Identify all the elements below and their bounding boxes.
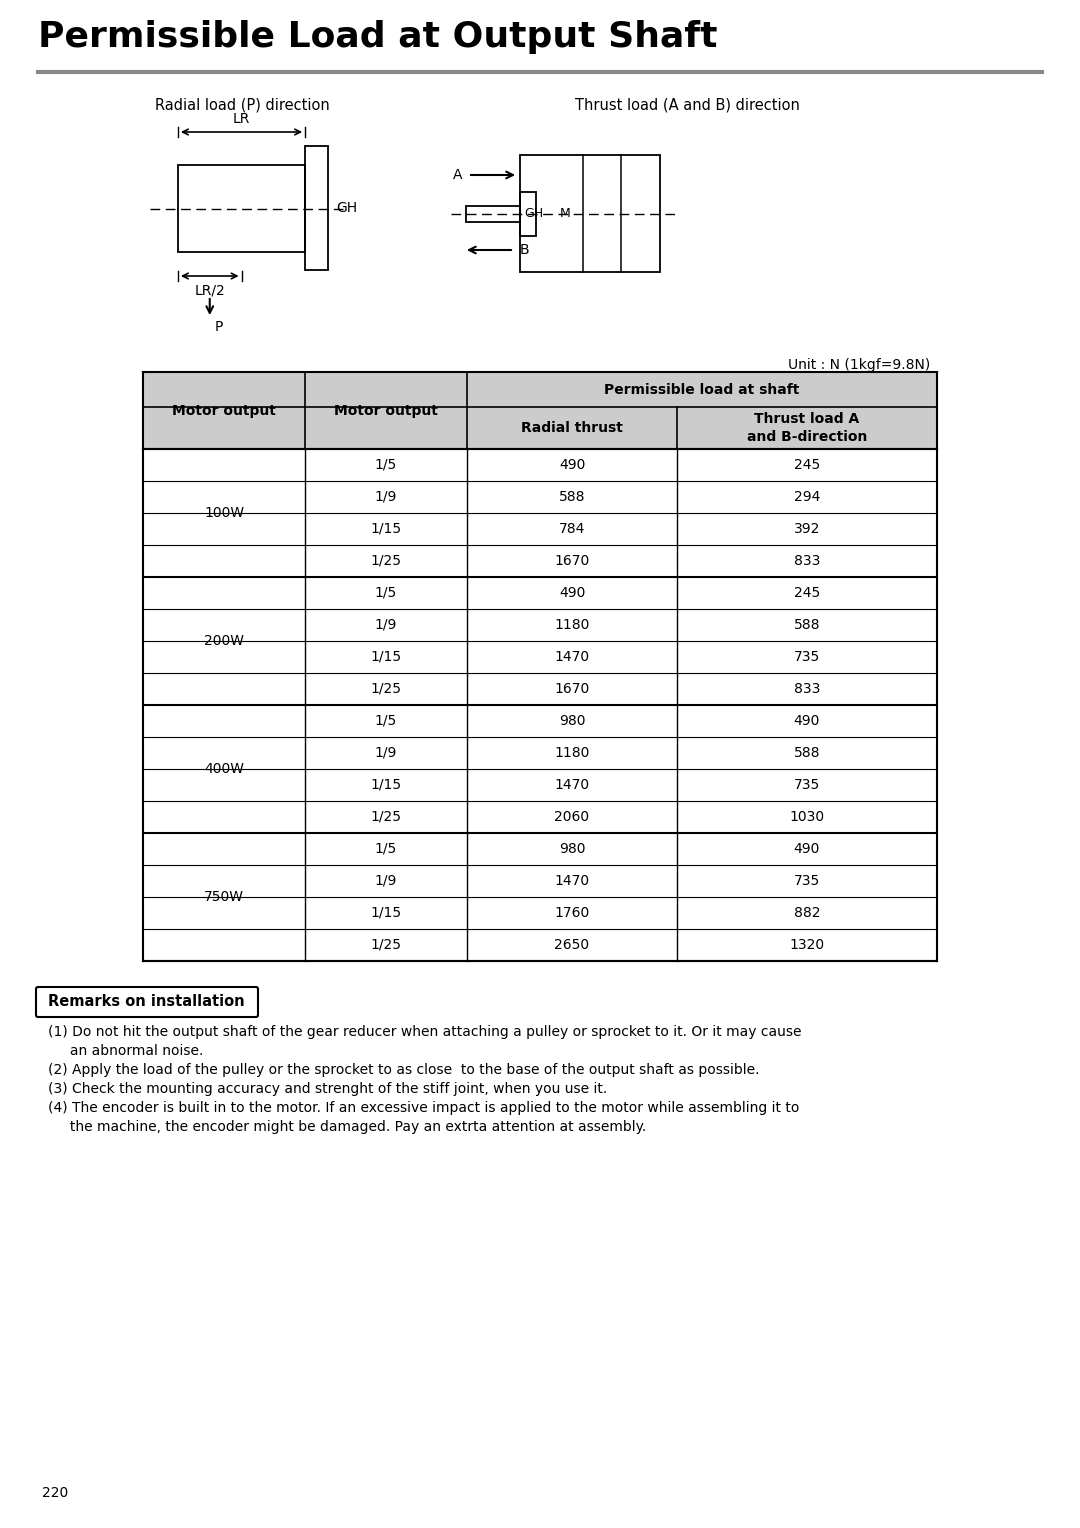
Text: 1470: 1470 <box>554 649 590 665</box>
Text: 490: 490 <box>558 458 585 472</box>
Text: 400W: 400W <box>204 762 244 776</box>
Text: P: P <box>215 319 224 335</box>
Text: 735: 735 <box>794 778 820 792</box>
Text: Thrust load A
and B-direction: Thrust load A and B-direction <box>746 413 867 443</box>
Text: Unit : N (1kgf=9.8N): Unit : N (1kgf=9.8N) <box>787 358 930 371</box>
Text: 735: 735 <box>794 874 820 888</box>
Text: (2) Apply the load of the pulley or the sprocket to as close  to the base of the: (2) Apply the load of the pulley or the … <box>48 1063 759 1077</box>
Text: Remarks on installation: Remarks on installation <box>48 995 245 1010</box>
Text: 1/15: 1/15 <box>370 778 402 792</box>
Text: 1/15: 1/15 <box>370 523 402 536</box>
Text: 1/5: 1/5 <box>375 587 397 601</box>
Text: 588: 588 <box>794 617 820 633</box>
Text: B: B <box>519 243 529 257</box>
Text: 1/15: 1/15 <box>370 649 402 665</box>
Text: (4) The encoder is built in to the motor. If an excessive impact is applied to t: (4) The encoder is built in to the motor… <box>48 1102 799 1115</box>
Text: an abnormal noise.: an abnormal noise. <box>48 1044 203 1057</box>
Text: 750W: 750W <box>204 889 244 905</box>
Text: 1/25: 1/25 <box>370 555 402 568</box>
Text: 245: 245 <box>794 458 820 472</box>
Text: 1/9: 1/9 <box>375 746 397 759</box>
Bar <box>519 191 536 235</box>
Text: 220: 220 <box>42 1487 68 1500</box>
Text: Radial load (P) direction: Radial load (P) direction <box>154 98 329 113</box>
Text: LR/2: LR/2 <box>194 283 225 296</box>
Text: Permissible Load at Output Shaft: Permissible Load at Output Shaft <box>38 20 717 53</box>
Text: 294: 294 <box>794 490 820 504</box>
Bar <box>305 147 328 270</box>
Text: 1320: 1320 <box>789 938 824 952</box>
Text: 1/5: 1/5 <box>375 842 397 856</box>
Text: 490: 490 <box>558 587 585 601</box>
Text: 980: 980 <box>558 714 585 727</box>
Text: 490: 490 <box>794 714 820 727</box>
Text: 1470: 1470 <box>554 778 590 792</box>
Text: (3) Check the mounting accuracy and strenght of the stiff joint, when you use it: (3) Check the mounting accuracy and stre… <box>48 1082 607 1096</box>
Bar <box>465 205 519 222</box>
Text: LR: LR <box>233 112 251 125</box>
Text: 588: 588 <box>794 746 820 759</box>
Text: 2060: 2060 <box>554 810 590 824</box>
Text: 1/25: 1/25 <box>370 810 402 824</box>
Text: 2650: 2650 <box>554 938 590 952</box>
Text: 833: 833 <box>794 555 820 568</box>
Text: 1670: 1670 <box>554 681 590 695</box>
Text: 100W: 100W <box>204 506 244 520</box>
Text: 1180: 1180 <box>554 746 590 759</box>
Text: (1) Do not hit the output shaft of the gear reducer when attaching a pulley or s: (1) Do not hit the output shaft of the g… <box>48 1025 801 1039</box>
Bar <box>143 371 937 449</box>
Bar <box>519 154 660 272</box>
Text: Motor output: Motor output <box>334 403 437 417</box>
Text: M: M <box>559 206 570 220</box>
Text: 392: 392 <box>794 523 820 536</box>
Text: 588: 588 <box>558 490 585 504</box>
Text: 1/9: 1/9 <box>375 874 397 888</box>
Text: 1/5: 1/5 <box>375 458 397 472</box>
Text: 882: 882 <box>794 906 820 920</box>
Text: 1/9: 1/9 <box>375 490 397 504</box>
Text: 1/15: 1/15 <box>370 906 402 920</box>
Text: Motor output: Motor output <box>172 403 275 417</box>
Text: Radial thrust: Radial thrust <box>521 422 623 435</box>
Text: 200W: 200W <box>204 634 244 648</box>
Text: Permissible load at shaft: Permissible load at shaft <box>605 382 799 396</box>
FancyBboxPatch shape <box>36 987 258 1018</box>
Text: 1670: 1670 <box>554 555 590 568</box>
Text: A: A <box>453 168 462 182</box>
Text: 1/25: 1/25 <box>370 681 402 695</box>
Text: 833: 833 <box>794 681 820 695</box>
Text: 1470: 1470 <box>554 874 590 888</box>
Text: the machine, the encoder might be damaged. Pay an extrta attention at assembly.: the machine, the encoder might be damage… <box>48 1120 646 1134</box>
Text: 1760: 1760 <box>554 906 590 920</box>
Text: 490: 490 <box>794 842 820 856</box>
Text: 784: 784 <box>558 523 585 536</box>
Text: 245: 245 <box>794 587 820 601</box>
Text: Thrust load (A and B) direction: Thrust load (A and B) direction <box>575 98 800 113</box>
Text: 1030: 1030 <box>789 810 824 824</box>
Text: 1180: 1180 <box>554 617 590 633</box>
Text: 1/5: 1/5 <box>375 714 397 727</box>
Bar <box>178 165 305 252</box>
Text: 1/25: 1/25 <box>370 938 402 952</box>
Text: GH: GH <box>524 206 543 220</box>
Text: 1/9: 1/9 <box>375 617 397 633</box>
Text: 980: 980 <box>558 842 585 856</box>
Text: GH: GH <box>336 202 357 215</box>
Text: 735: 735 <box>794 649 820 665</box>
